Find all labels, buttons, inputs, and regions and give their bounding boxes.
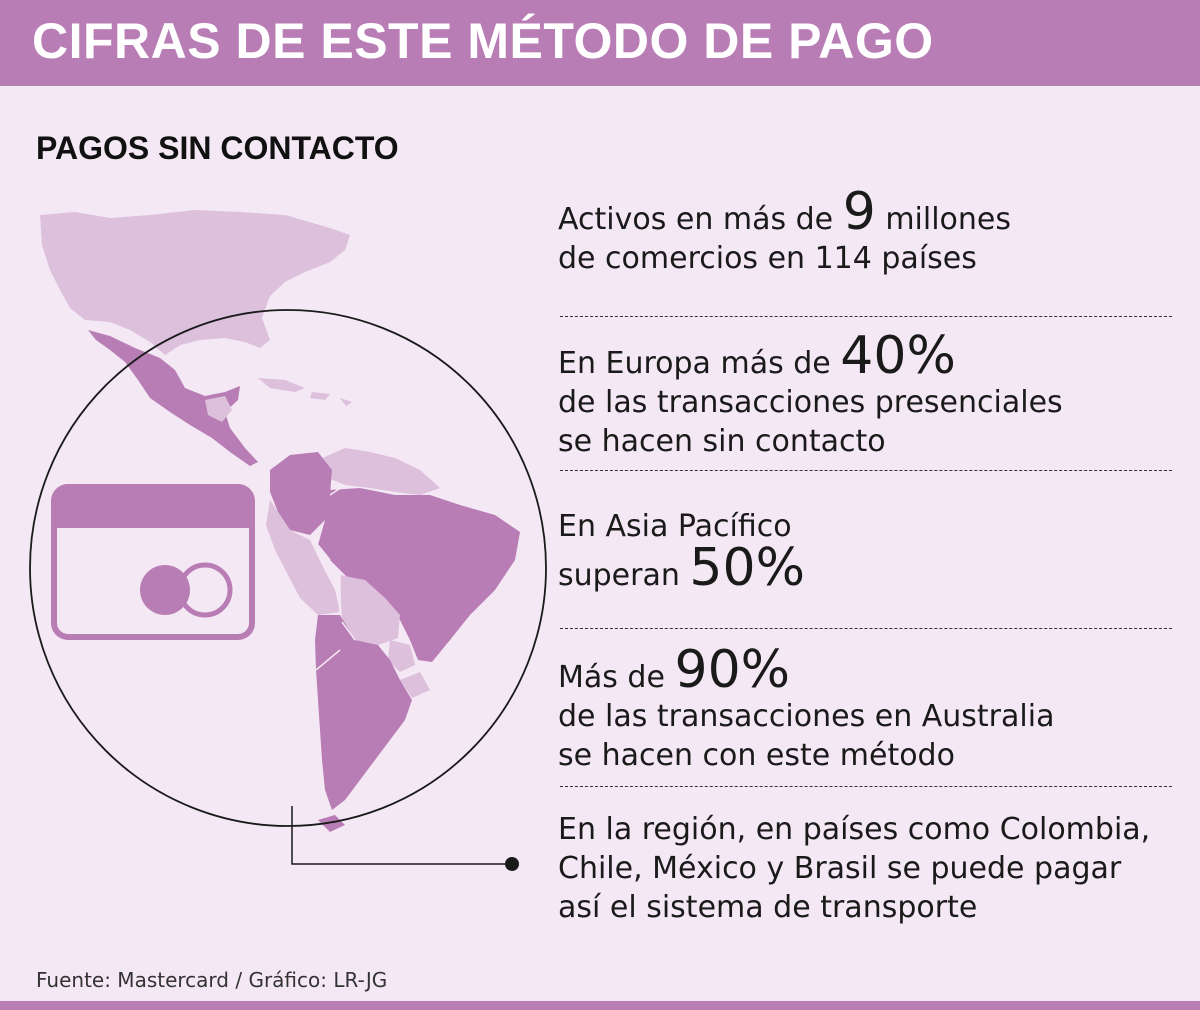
stat-asia-pacific: En Asia Pacífico superan 50% bbox=[558, 509, 805, 598]
contactless-card-icon bbox=[51, 484, 255, 640]
divider bbox=[560, 470, 1172, 471]
peru-shape bbox=[266, 500, 340, 615]
stat-europe: En Europa más de 40% de las transaccione… bbox=[558, 326, 1063, 459]
header-bar: CIFRAS DE ESTE MÉTODO DE PAGO bbox=[0, 0, 1200, 86]
stat-region-transport: En la región, en países como Colombia, C… bbox=[558, 812, 1151, 925]
divider bbox=[560, 316, 1172, 317]
bolivia-shape bbox=[340, 575, 400, 645]
section-title: PAGOS SIN CONTACTO bbox=[36, 130, 399, 166]
brazil-shape bbox=[318, 488, 520, 662]
page-title: CIFRAS DE ESTE MÉTODO DE PAGO bbox=[32, 13, 934, 69]
venezuela-guyana-shape bbox=[318, 448, 440, 495]
map-circle bbox=[29, 309, 547, 827]
colombia-shape bbox=[270, 452, 332, 535]
stat-number-40: 40% bbox=[840, 326, 956, 386]
divider bbox=[560, 786, 1172, 787]
caribbean-islands bbox=[258, 378, 352, 406]
stat-number-50: 50% bbox=[689, 538, 805, 598]
source-credit: Fuente: Mastercard / Gráfico: LR-JG bbox=[36, 968, 388, 992]
mexico-central-america-shape bbox=[88, 330, 258, 466]
bottom-bar bbox=[0, 1001, 1200, 1010]
stat-number-9: 9 bbox=[842, 182, 876, 242]
divider bbox=[560, 628, 1172, 629]
connector-dot bbox=[505, 857, 519, 871]
connector-line bbox=[291, 806, 510, 865]
stat-merchants: Activos en más de 9 millones de comercio… bbox=[558, 182, 1012, 276]
stat-australia: Más de 90% de las transacciones en Austr… bbox=[558, 640, 1055, 773]
argentina-chile-shape bbox=[315, 615, 412, 810]
stat-number-90: 90% bbox=[674, 640, 791, 700]
north-america-shape bbox=[40, 210, 350, 355]
